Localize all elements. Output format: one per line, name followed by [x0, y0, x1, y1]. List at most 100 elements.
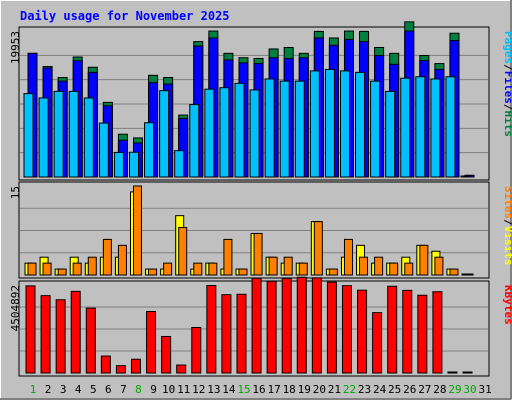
x-tick-label-day-30: 30	[463, 383, 476, 396]
bar-pages-day-16	[249, 89, 260, 178]
bar-kbytes-day-17	[266, 280, 277, 374]
bar-pages-day-21	[324, 68, 335, 178]
x-tick-label-day-17: 17	[267, 383, 280, 396]
bar-sites-day-5	[87, 256, 97, 276]
x-tick-label-day-21: 21	[328, 383, 341, 396]
bar-kbytes-day-29	[447, 371, 458, 374]
bar-sites-day-15	[238, 268, 248, 276]
bar-kbytes-day-14	[221, 294, 232, 374]
x-tick-label-day-9: 9	[150, 383, 157, 396]
bar-pages-day-26	[400, 77, 411, 178]
bar-pages-day-11	[174, 150, 185, 178]
x-tick-label-day-4: 4	[75, 383, 82, 396]
bar-kbytes-day-1	[25, 285, 36, 374]
panel-legend: Pages/Files/Hits	[502, 31, 512, 137]
x-tick-label-day-11: 11	[177, 383, 190, 396]
bar-pages-day-22	[339, 70, 350, 178]
bar-sites-day-24	[374, 256, 384, 276]
bar-pages-day-4	[68, 90, 79, 178]
bar-pages-day-27	[415, 76, 426, 178]
bar-kbytes-day-10	[161, 335, 172, 374]
bar-kbytes-day-25	[387, 285, 398, 374]
chart-panels: 19953Pages/Files/Hits15Sites/Visits45048…	[9, 21, 512, 377]
panel-legend: KBytes	[502, 285, 512, 325]
bar-sites-day-2	[42, 262, 52, 276]
bar-kbytes-day-26	[402, 289, 413, 374]
x-tick-label-day-3: 3	[60, 383, 67, 396]
x-tick-label-day-26: 26	[403, 383, 416, 396]
bar-kbytes-day-20	[311, 277, 322, 374]
legend-entry: KBytes	[502, 285, 512, 325]
x-tick-label-day-6: 6	[105, 383, 112, 396]
bar-kbytes-day-28	[432, 291, 443, 374]
bar-kbytes-day-15	[236, 293, 247, 374]
bar-sites-day-18	[283, 256, 293, 276]
bar-kbytes-day-2	[40, 295, 51, 374]
y-max-label: 15	[9, 186, 22, 199]
bar-sites-day-27	[419, 244, 429, 276]
x-axis-day-labels: 1 2 3 4 5 6 7 8 9 10 11 12 13 14 15 16 17 18 19 20 21 22 23 24 2…	[30, 383, 492, 396]
bar-pages-day-29	[445, 76, 456, 178]
bar-pages-day-6	[98, 122, 109, 178]
bar-pages-day-15	[234, 82, 245, 178]
bar-kbytes-day-5	[85, 307, 96, 374]
bar-kbytes-day-21	[326, 281, 337, 374]
bar-sites-day-21	[328, 268, 338, 276]
bar-sites-day-16	[253, 232, 263, 276]
bar-pages-day-23	[355, 71, 366, 178]
bar-sites-day-26	[404, 262, 414, 276]
panel-legend: Sites/Visits	[502, 186, 512, 266]
panel-visits: 15 Sites/Visits	[9, 181, 512, 279]
bar-sites-day-4	[72, 262, 82, 276]
bar-pages-day-2	[38, 97, 49, 178]
bar-pages-day-13	[204, 88, 215, 178]
x-tick-label-day-10: 10	[162, 383, 175, 396]
bar-pages-day-24	[370, 80, 381, 178]
x-tick-label-day-8: 8	[135, 383, 142, 396]
bar-kbytes-day-16	[251, 277, 262, 374]
bar-kbytes-day-19	[296, 276, 307, 374]
bar-sites-day-17	[268, 256, 278, 276]
legend-entry: Files	[502, 71, 512, 104]
x-tick-label-day-1: 1	[30, 383, 37, 396]
bar-sites-day-3	[57, 268, 67, 276]
bar-kbytes-day-12	[191, 326, 202, 374]
bar-kbytes-day-6	[100, 355, 111, 374]
bar-pages-day-17	[264, 78, 275, 178]
x-tick-label-day-13: 13	[207, 383, 220, 396]
legend-entry: /	[502, 104, 512, 111]
bar-kbytes-day-30	[462, 371, 473, 374]
x-tick-label-day-7: 7	[120, 383, 127, 396]
legend-entry: /	[502, 219, 512, 226]
bar-pages-day-10	[159, 90, 170, 178]
bar-sites-day-7	[117, 244, 127, 276]
bar-sites-day-28	[434, 256, 444, 276]
chart-title: Daily usage for November 2025	[20, 9, 230, 23]
bar-kbytes-day-11	[176, 364, 187, 374]
bar-sites-day-6	[102, 238, 112, 276]
bar-pages-day-25	[385, 90, 396, 178]
bar-sites-day-20	[313, 221, 323, 276]
bar-pages-day-20	[309, 70, 320, 178]
legend-entry: /	[502, 64, 512, 71]
bar-kbytes-day-23	[357, 289, 368, 374]
legend-entry: Visits	[502, 226, 512, 266]
x-tick-label-day-20: 20	[313, 383, 326, 396]
bar-kbytes-day-9	[146, 310, 157, 374]
bar-sites-day-11	[178, 227, 188, 276]
bar-sites-day-13	[208, 262, 218, 276]
x-tick-label-day-22: 22	[343, 383, 356, 396]
bar-kbytes-day-8	[130, 358, 141, 374]
bar-pages-day-18	[279, 80, 290, 178]
bar-kbytes-day-22	[341, 285, 352, 374]
bar-kbytes-day-7	[115, 365, 126, 374]
x-tick-label-day-27: 27	[418, 383, 431, 396]
bar-kbytes-day-3	[55, 299, 66, 374]
x-tick-label-day-14: 14	[222, 383, 236, 396]
x-tick-label-day-15: 15	[237, 383, 250, 396]
bar-sites-day-29	[449, 268, 459, 276]
bar-kbytes-day-24	[372, 312, 383, 374]
x-tick-label-day-12: 12	[192, 383, 205, 396]
